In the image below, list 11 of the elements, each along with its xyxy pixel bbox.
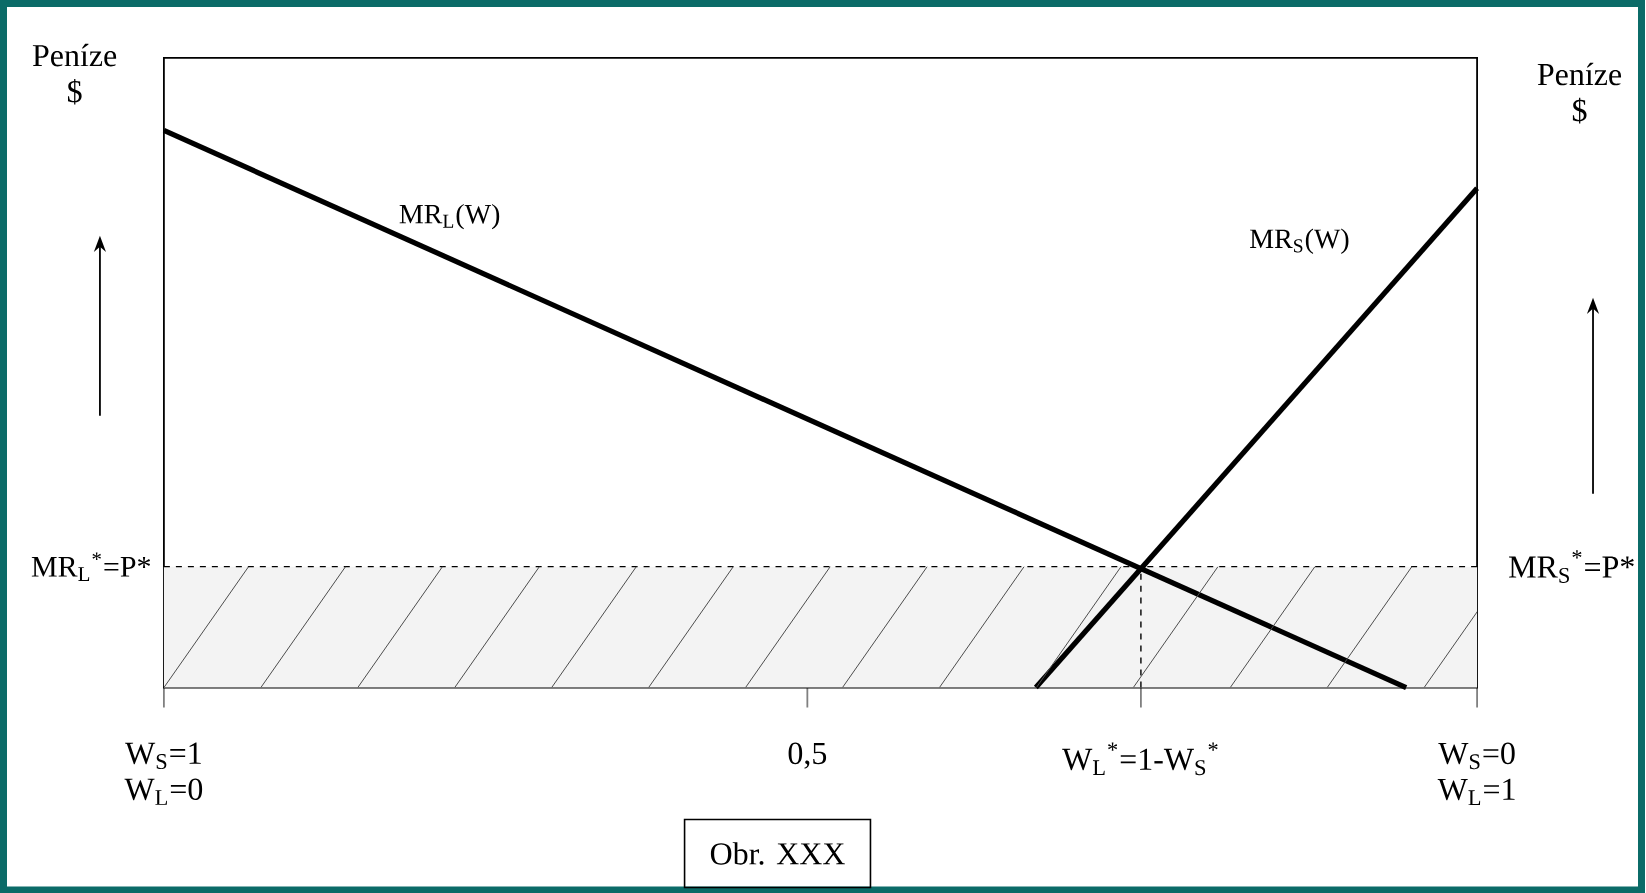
x-tick-label: W$_{S}$=1 W$_{L}$=0: [124, 742, 203, 805]
text: Obr. XXX: [710, 841, 845, 865]
series-label: MR$_{L}$(W): [399, 203, 500, 230]
y-axis-title: Peníze $: [32, 43, 117, 105]
y2-axis-title: Peníze $: [1537, 62, 1622, 124]
ref-line-label: MR$_{L}$$^{*}$=P*: [31, 552, 151, 581]
x-tick-label: W$_{L}$$^{*}$=1-W$_{S}$*: [1062, 742, 1218, 775]
x-tick-label: W$_{S}$=0 W$_{L}$=1: [1437, 742, 1515, 805]
x-tick-label: 0,5: [788, 742, 827, 769]
annotation: MR$_{S}$$^{*}$=P*: [1509, 550, 1634, 583]
series-label: MR$_{S}$(W): [1249, 228, 1349, 254]
